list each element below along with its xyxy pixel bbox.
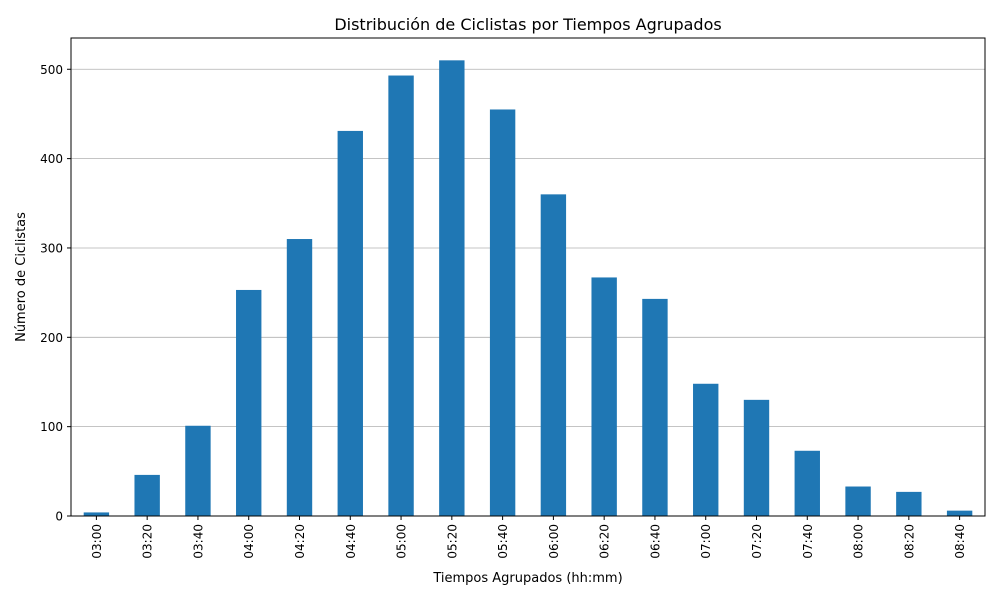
x-tick-label: 07:40 <box>801 524 815 559</box>
bar-0520 <box>439 60 465 516</box>
y-tick-label: 0 <box>55 510 63 524</box>
bar-0740 <box>794 450 820 516</box>
bar-0540 <box>489 109 516 517</box>
bar-0820 <box>896 491 922 516</box>
x-tick-label: 04:20 <box>293 524 307 559</box>
x-tick-label: 07:20 <box>750 524 764 559</box>
x-axis: 03:00 03:20 03:40 04:00 04:20 04:40 05:00 05:20… <box>90 516 967 559</box>
bar-0720 <box>743 399 770 516</box>
x-tick-label: 03:00 <box>90 524 104 559</box>
bar-0440 <box>337 130 363 517</box>
plot-frame <box>70 37 986 517</box>
x-tick-label: 08:40 <box>953 524 967 559</box>
bar-0600 <box>540 194 567 516</box>
x-tick-label: 05:00 <box>395 524 409 559</box>
bar-0340 <box>185 425 211 516</box>
bar-0620 <box>591 277 617 516</box>
x-tick-label: 05:40 <box>496 524 510 559</box>
bar-0420 <box>286 239 313 517</box>
x-tick-label: 06:40 <box>648 524 662 559</box>
x-tick-label: 04:40 <box>344 524 358 559</box>
bar-0640 <box>642 298 668 516</box>
x-tick-label: 03:40 <box>191 524 205 559</box>
y-axis: 0 100 200 300 400 500 <box>40 63 71 524</box>
bar-0300 <box>83 512 110 516</box>
bar-0840 <box>946 510 973 516</box>
bar-0800 <box>845 486 871 516</box>
bar-0700 <box>693 383 719 516</box>
bar-0500 <box>388 75 414 516</box>
x-tick-label: 03:20 <box>141 524 155 559</box>
bar-0400 <box>236 289 262 516</box>
x-tick-label: 05:20 <box>445 524 459 559</box>
chart-title: Distribución de Ciclistas por Tiempos Ag… <box>334 15 721 34</box>
y-tick-label: 200 <box>40 331 63 345</box>
y-tick-label: 300 <box>40 241 63 255</box>
x-tick-label: 07:00 <box>699 524 713 559</box>
bar-0320 <box>134 474 160 516</box>
y-tick-label: 400 <box>40 152 63 166</box>
x-axis-label: Tiempos Agrupados (hh:mm) <box>432 571 622 586</box>
x-tick-label: 08:00 <box>852 524 866 559</box>
x-tick-label: 06:20 <box>598 524 612 559</box>
y-tick-label: 500 <box>40 63 63 77</box>
x-tick-label: 08:20 <box>902 524 916 559</box>
bars <box>83 60 973 517</box>
y-axis-label: Número de Ciclistas <box>14 212 29 342</box>
x-tick-label: 06:00 <box>547 524 561 559</box>
y-tick-label: 100 <box>40 420 63 434</box>
x-tick-label: 04:00 <box>242 524 256 559</box>
